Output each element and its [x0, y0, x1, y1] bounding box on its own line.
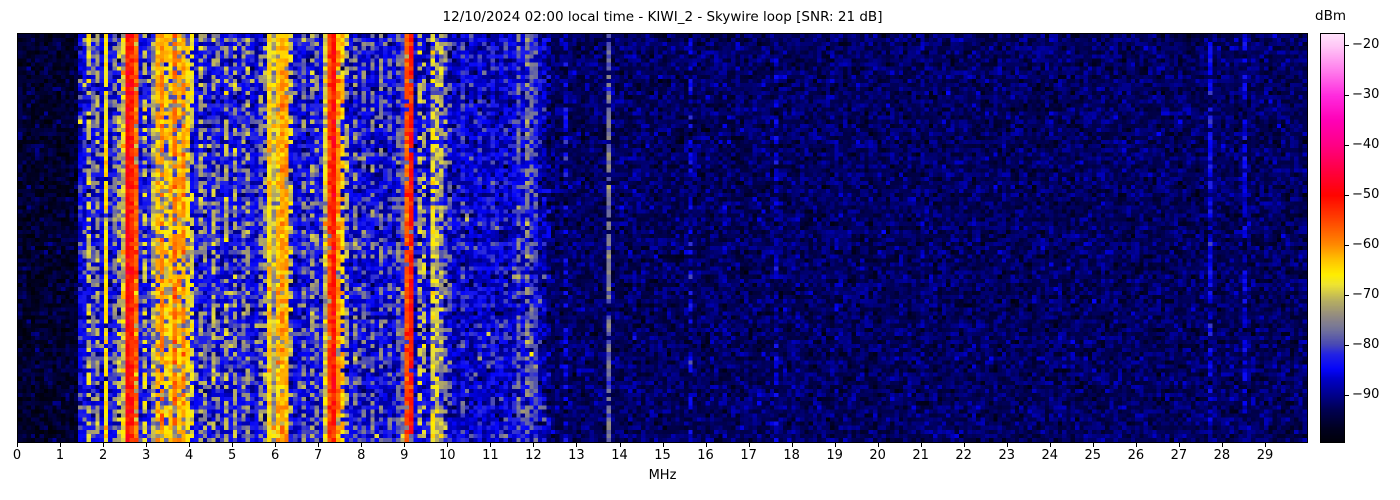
colorbar-tick-label: −60 — [1352, 237, 1380, 252]
x-tick-label: 16 — [697, 448, 714, 463]
colorbar-tick-label: −90 — [1352, 387, 1380, 402]
x-tick-mark — [576, 443, 578, 447]
x-tick-label: 23 — [998, 448, 1016, 463]
x-tick-mark — [189, 443, 191, 447]
x-tick-mark — [103, 443, 105, 447]
x-tick-label: 27 — [1170, 448, 1188, 463]
x-tick-label: 7 — [314, 448, 323, 463]
x-tick-mark — [920, 443, 922, 447]
colorbar-tick-mark — [1344, 345, 1349, 346]
colorbar-tick-mark — [1344, 295, 1349, 296]
x-tick-mark — [834, 443, 836, 447]
x-tick-label: 4 — [184, 448, 194, 463]
colorbar — [1320, 33, 1345, 443]
x-tick-label: 10 — [439, 448, 456, 463]
x-tick-label: 6 — [271, 448, 280, 463]
x-tick-mark — [1006, 443, 1008, 447]
x-tick-label: 18 — [783, 448, 800, 463]
colorbar-tick-label: −50 — [1352, 187, 1380, 202]
x-tick-mark — [361, 443, 363, 447]
x-tick-mark — [1221, 443, 1223, 447]
x-tick-mark — [232, 443, 234, 447]
x-tick-mark — [318, 443, 320, 447]
colorbar-tick-mark — [1344, 245, 1349, 246]
x-tick-label: 13 — [568, 448, 585, 463]
x-tick-mark — [275, 443, 277, 447]
x-tick-mark — [1135, 443, 1137, 447]
x-tick-mark — [662, 443, 664, 447]
x-tick-mark — [748, 443, 750, 447]
colorbar-gradient-canvas — [1321, 34, 1344, 442]
x-tick-label: 8 — [357, 448, 366, 463]
x-tick-label: 2 — [98, 448, 108, 463]
x-tick-label: 24 — [1041, 448, 1059, 463]
x-tick-mark — [791, 443, 793, 447]
colorbar-tick-mark — [1344, 395, 1349, 396]
colorbar-tick-label: −20 — [1352, 37, 1380, 52]
spectrogram-canvas — [18, 34, 1307, 442]
x-tick-label: 5 — [228, 448, 237, 463]
x-tick-label: 20 — [869, 448, 886, 463]
x-tick-mark — [705, 443, 707, 447]
x-tick-mark — [17, 443, 18, 447]
colorbar-tick-mark — [1344, 95, 1349, 96]
x-tick-mark — [1092, 443, 1094, 447]
x-tick-mark — [1049, 443, 1051, 447]
x-tick-mark — [60, 443, 61, 447]
x-tick-mark — [877, 443, 879, 447]
colorbar-tick-label: −30 — [1352, 87, 1380, 102]
x-tick-mark — [1178, 443, 1180, 447]
colorbar-tick-mark — [1344, 45, 1349, 46]
x-tick-mark — [404, 443, 406, 447]
x-tick-mark — [447, 443, 449, 447]
colorbar-tick-mark — [1344, 195, 1349, 196]
colorbar-tick-label: −40 — [1352, 137, 1380, 152]
x-tick-label: 21 — [912, 448, 929, 463]
colorbar-unit-label: dBm — [1315, 8, 1346, 24]
colorbar-tick-mark — [1344, 145, 1349, 146]
x-tick-label: 25 — [1084, 448, 1102, 463]
x-tick-label: 29 — [1256, 448, 1274, 463]
x-tick-label: 19 — [826, 448, 843, 463]
x-axis-label: MHz — [648, 468, 677, 483]
x-tick-mark — [146, 443, 148, 447]
x-tick-label: 17 — [740, 448, 757, 463]
x-tick-mark — [1265, 443, 1266, 447]
x-tick-label: 1 — [55, 448, 65, 463]
x-tick-mark — [533, 443, 535, 447]
x-tick-label: 3 — [141, 448, 151, 463]
x-tick-label: 12 — [525, 448, 542, 463]
x-tick-label: 0 — [12, 448, 22, 463]
colorbar-tick-label: −70 — [1352, 287, 1380, 302]
x-tick-label: 15 — [654, 448, 671, 463]
x-tick-label: 26 — [1127, 448, 1145, 463]
x-tick-label: 22 — [955, 448, 972, 463]
x-tick-label: 11 — [482, 448, 499, 463]
spectrogram-plot — [17, 33, 1308, 443]
chart-title: 12/10/2024 02:00 local time - KIWI_2 - S… — [442, 9, 883, 25]
x-tick-mark — [963, 443, 965, 447]
x-tick-label: 14 — [611, 448, 628, 463]
x-tick-label: 9 — [400, 448, 409, 463]
x-tick-label: 28 — [1213, 448, 1231, 463]
x-tick-mark — [490, 443, 492, 447]
x-tick-mark — [619, 443, 621, 447]
colorbar-tick-label: −80 — [1352, 337, 1380, 352]
